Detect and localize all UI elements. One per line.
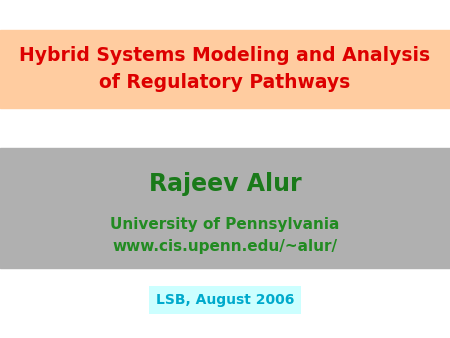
Bar [0,148,450,268]
Text: Hybrid Systems Modeling and Analysis
of Regulatory Pathways: Hybrid Systems Modeling and Analysis of … [19,46,431,92]
Text: Rajeev Alur: Rajeev Alur [148,172,302,196]
Text: University of Pennsylvania
www.cis.upenn.edu/~alur/: University of Pennsylvania www.cis.upenn… [110,217,340,254]
Bar [0,30,450,108]
Text: LSB, August 2006: LSB, August 2006 [156,293,294,307]
